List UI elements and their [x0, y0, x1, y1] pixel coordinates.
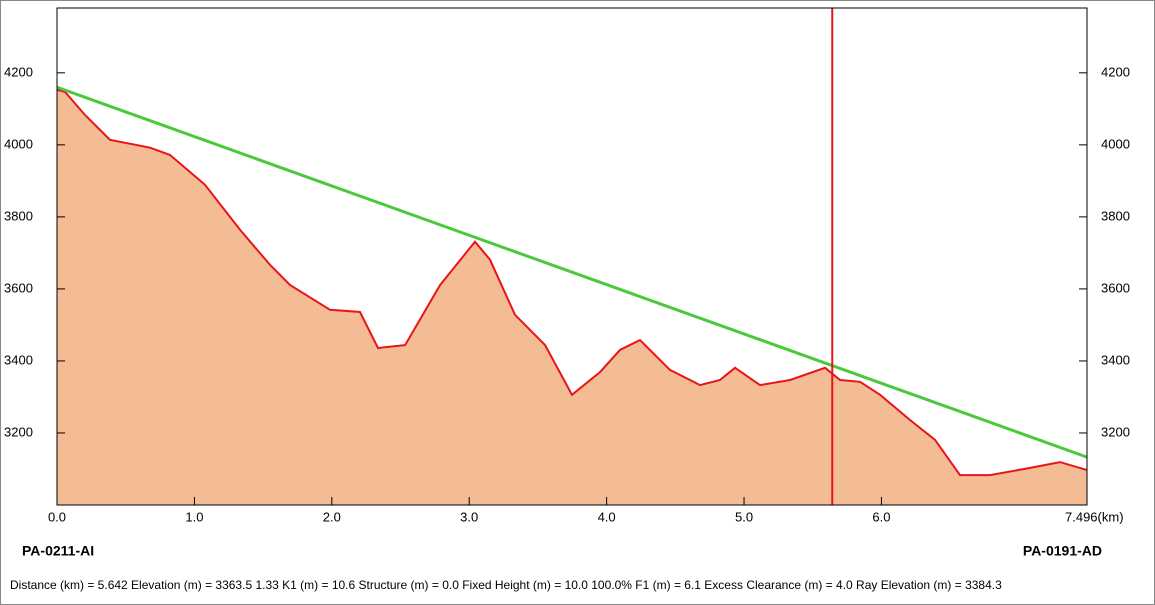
x-tick-label: 3.0 — [460, 509, 478, 524]
y-tick-label-left: 4000 — [4, 136, 33, 151]
right-site-label: PA-0191-AD — [1023, 543, 1102, 559]
y-tick-label-right: 3200 — [1101, 424, 1130, 439]
y-tick-label-right: 3600 — [1101, 280, 1130, 295]
x-tick-label: 7.496(km) — [1065, 509, 1124, 524]
y-tick-label-right: 3400 — [1101, 352, 1130, 367]
x-tick-label: 2.0 — [323, 509, 341, 524]
terrain-line — [56, 88, 1088, 477]
y-tick-label-left: 3200 — [4, 424, 33, 439]
y-tick-label-left: 3600 — [4, 280, 33, 295]
left-site-label: PA-0211-AI — [22, 543, 94, 559]
status-bar: Distance (km) = 5.642 Elevation (m) = 33… — [10, 578, 1002, 592]
y-tick-label-left: 3800 — [4, 208, 33, 223]
x-tick-label: 4.0 — [598, 509, 616, 524]
y-tick-label-right: 4000 — [1101, 136, 1130, 151]
y-tick-label-right: 3800 — [1101, 208, 1130, 223]
y-tick-label-left: 3400 — [4, 352, 33, 367]
ray-line — [56, 85, 1088, 459]
y-tick-label-left: 4200 — [4, 64, 33, 79]
terrain-area — [57, 89, 1087, 506]
plot-frame — [56, 7, 1088, 506]
x-tick-label: 0.0 — [48, 509, 66, 524]
x-tick-label: 6.0 — [872, 509, 890, 524]
x-tick-label: 1.0 — [185, 509, 203, 524]
x-tick-label: 5.0 — [735, 509, 753, 524]
y-tick-label-right: 4200 — [1101, 64, 1130, 79]
